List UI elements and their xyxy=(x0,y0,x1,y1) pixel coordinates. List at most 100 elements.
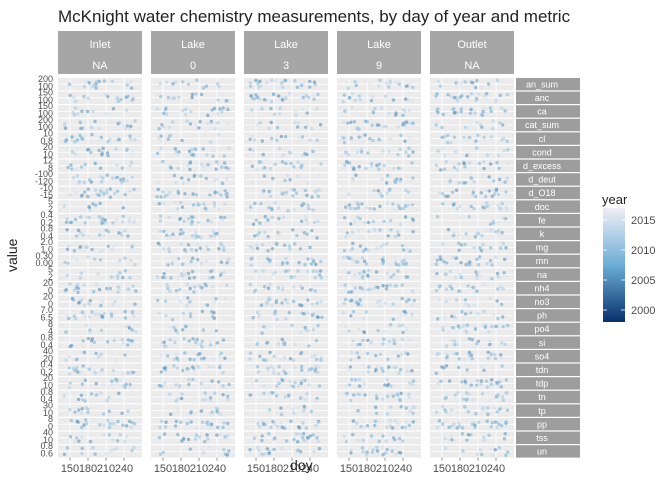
data-point xyxy=(476,228,480,232)
data-point xyxy=(181,368,185,373)
data-point xyxy=(362,316,366,321)
data-point xyxy=(316,92,320,97)
data-point xyxy=(123,269,128,273)
data-point xyxy=(74,316,78,321)
data-point xyxy=(213,234,217,238)
data-point xyxy=(91,84,95,89)
data-point xyxy=(369,340,373,345)
data-point xyxy=(248,351,253,355)
data-point xyxy=(399,352,403,357)
data-point xyxy=(413,405,417,409)
data-point xyxy=(279,191,284,195)
data-point xyxy=(116,290,120,294)
data-point xyxy=(226,421,230,426)
data-point xyxy=(79,393,84,397)
data-point xyxy=(490,194,495,198)
data-point xyxy=(319,276,324,280)
data-point xyxy=(176,166,180,170)
data-point xyxy=(358,244,363,248)
data-point xyxy=(381,125,385,129)
data-point xyxy=(111,438,115,442)
data-point xyxy=(301,201,305,206)
data-point xyxy=(485,92,489,96)
data-point xyxy=(87,81,92,85)
data-point xyxy=(361,450,365,454)
data-point xyxy=(464,232,468,236)
data-point xyxy=(194,230,198,234)
data-point xyxy=(266,367,270,371)
data-point xyxy=(452,165,457,170)
data-point xyxy=(125,424,129,428)
facet-panel xyxy=(244,390,328,404)
data-point xyxy=(359,303,363,308)
data-point xyxy=(380,177,384,182)
data-point xyxy=(453,393,458,397)
row-strip-background xyxy=(516,241,580,254)
data-point xyxy=(85,109,90,114)
data-point xyxy=(289,161,293,166)
data-point xyxy=(75,234,79,238)
data-point xyxy=(495,271,500,276)
data-point xyxy=(499,285,503,289)
data-point xyxy=(467,151,471,155)
data-point xyxy=(88,439,93,444)
data-point xyxy=(68,408,72,412)
data-point xyxy=(304,94,308,98)
data-point xyxy=(364,205,368,210)
data-point xyxy=(260,190,264,194)
data-point xyxy=(172,173,177,178)
data-point xyxy=(212,216,216,221)
facet-panel xyxy=(430,445,514,458)
data-point xyxy=(360,256,365,260)
data-point xyxy=(406,203,411,208)
data-point xyxy=(385,383,389,388)
legend-tick-label: 2005 xyxy=(631,275,655,287)
data-point xyxy=(369,434,374,438)
data-point xyxy=(375,364,380,368)
data-point xyxy=(460,310,464,314)
data-point xyxy=(484,202,489,207)
data-point xyxy=(129,138,133,143)
data-point xyxy=(501,216,506,220)
data-point xyxy=(316,370,320,375)
data-point xyxy=(259,201,263,206)
data-point xyxy=(280,301,284,305)
data-point xyxy=(399,368,403,372)
data-point xyxy=(372,228,377,232)
data-point xyxy=(393,418,397,423)
data-point xyxy=(97,312,101,316)
data-point xyxy=(108,187,113,191)
data-point xyxy=(196,242,200,247)
data-point xyxy=(435,271,439,276)
data-point xyxy=(78,120,82,124)
data-point xyxy=(99,135,104,140)
data-point xyxy=(388,283,392,288)
data-point xyxy=(480,452,484,457)
data-point xyxy=(174,383,178,387)
data-point xyxy=(501,325,505,329)
data-point xyxy=(268,408,272,412)
data-point xyxy=(386,234,390,238)
data-point xyxy=(272,311,277,316)
data-point xyxy=(482,160,486,164)
facet-panel xyxy=(151,377,235,390)
data-point xyxy=(376,453,380,457)
data-point xyxy=(352,166,356,170)
data-point xyxy=(92,340,97,344)
data-point xyxy=(349,120,353,125)
data-point xyxy=(434,123,438,127)
data-point xyxy=(502,271,506,275)
row-strip-label: ca xyxy=(537,107,547,117)
data-point xyxy=(222,270,227,274)
facet-panel xyxy=(430,78,514,91)
data-point xyxy=(387,339,392,344)
data-point xyxy=(225,453,230,457)
data-point xyxy=(109,166,113,170)
data-point xyxy=(205,303,210,307)
data-point xyxy=(457,357,461,361)
data-point xyxy=(105,340,110,344)
data-point xyxy=(500,231,504,235)
data-point xyxy=(451,203,456,207)
data-point xyxy=(200,420,205,424)
